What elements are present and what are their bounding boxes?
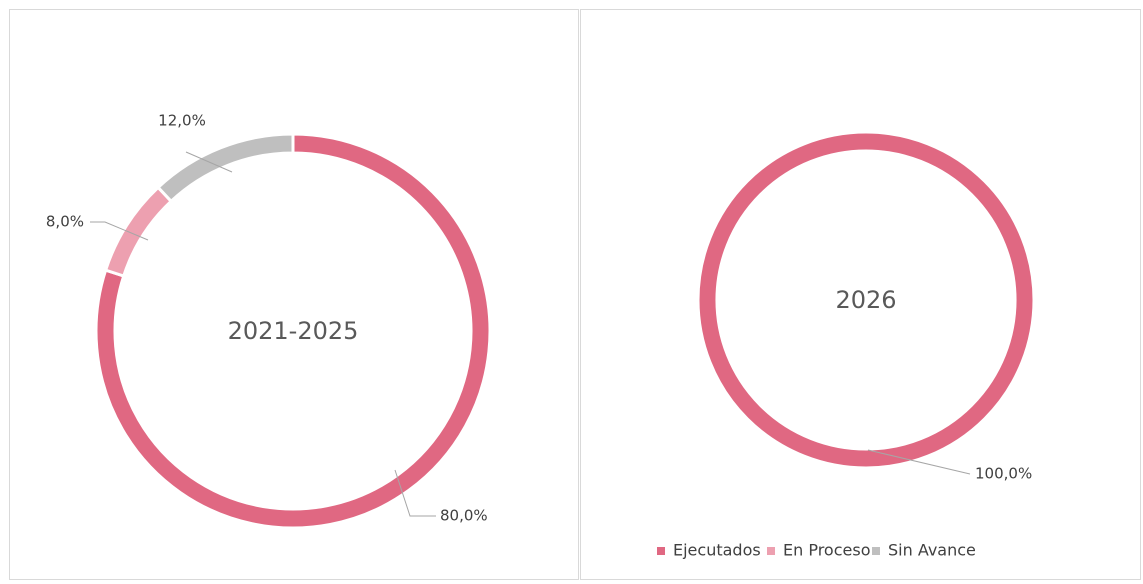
legend-swatch — [657, 547, 665, 555]
center-title: 2021-2025 — [228, 317, 359, 345]
leader-line — [185, 151, 233, 173]
data-label: 8,0% — [46, 213, 84, 231]
data-label: 12,0% — [158, 112, 206, 130]
legend-swatch — [767, 547, 775, 555]
panel-right — [580, 9, 1141, 580]
data-label: 100,0% — [975, 465, 1032, 483]
leader-line — [90, 221, 149, 241]
legend-label: Ejecutados — [673, 541, 761, 560]
leader-line — [867, 449, 971, 475]
legend-swatch — [872, 547, 880, 555]
panel-left — [9, 9, 579, 580]
donut-segment — [156, 132, 295, 204]
center-title: 2026 — [835, 286, 896, 314]
legend-label: En Proceso — [783, 541, 870, 560]
legend-label: Sin Avance — [888, 541, 976, 560]
leader-line — [394, 469, 436, 517]
data-label: 80,0% — [440, 507, 488, 525]
donut-segment — [696, 130, 1036, 470]
